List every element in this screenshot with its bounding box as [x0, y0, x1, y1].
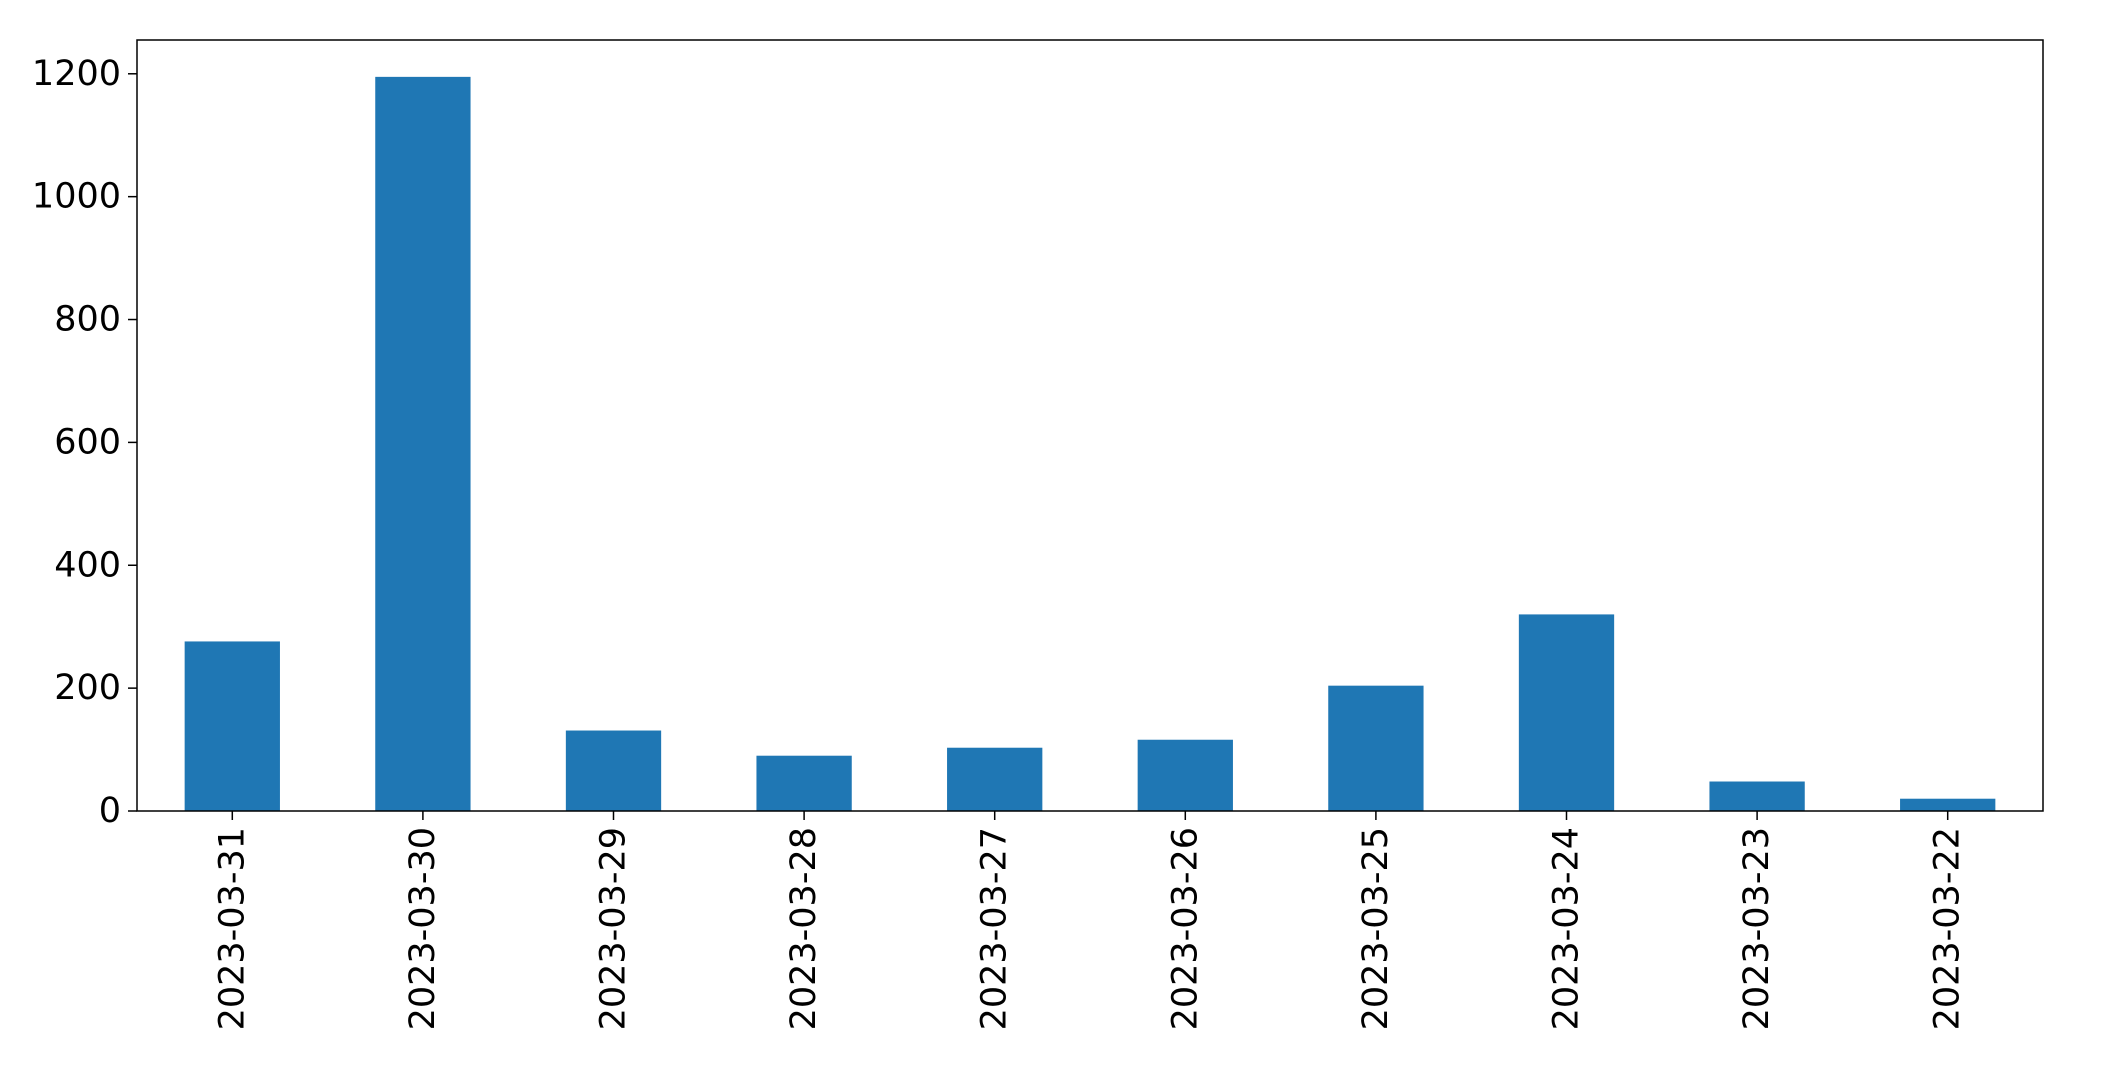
bar-2023-03-25 [1328, 685, 1424, 811]
plot-frame [136, 39, 2044, 812]
bar-2023-03-29 [565, 730, 662, 811]
bar-2023-03-30 [375, 76, 471, 812]
x-axis: 2023-03-31 2023-03-30 2023-03-29 2023-03-28… [212, 811, 1968, 1030]
x-tick-label: 2023-03-28 [784, 827, 824, 1030]
bar-2023-03-22 [1900, 798, 1996, 811]
bar-2023-03-31 [184, 641, 280, 811]
y-tick-label: 1000 [32, 177, 121, 217]
x-tick-label: 2023-03-31 [212, 827, 252, 1030]
y-tick-label: 1200 [32, 54, 121, 94]
bar-2023-03-28 [756, 755, 852, 811]
bar-2023-03-24 [1518, 614, 1615, 811]
x-tick-label: 2023-03-27 [975, 827, 1015, 1030]
y-tick-label: 600 [54, 422, 121, 462]
y-tick-label: 400 [54, 545, 121, 585]
x-tick-label: 2023-03-29 [594, 827, 634, 1030]
bar-2023-03-27 [947, 747, 1043, 811]
x-tick-label: 2023-03-23 [1737, 827, 1777, 1030]
x-tick-label: 2023-03-30 [403, 827, 443, 1030]
y-tick-label: 800 [54, 300, 121, 340]
y-tick-label: 0 [99, 791, 121, 831]
bar-2023-03-23 [1709, 781, 1805, 811]
y-tick-label: 200 [54, 668, 121, 708]
y-axis: 0 200 400 600 800 1000 1200 [32, 54, 137, 831]
x-tick-label: 2023-03-22 [1928, 827, 1968, 1030]
bar-2023-03-26 [1137, 739, 1233, 811]
bars-layer [184, 76, 1996, 812]
x-tick-label: 2023-03-26 [1165, 827, 1205, 1030]
x-tick-label: 2023-03-25 [1356, 827, 1396, 1030]
x-tick-label: 2023-03-24 [1547, 827, 1587, 1030]
